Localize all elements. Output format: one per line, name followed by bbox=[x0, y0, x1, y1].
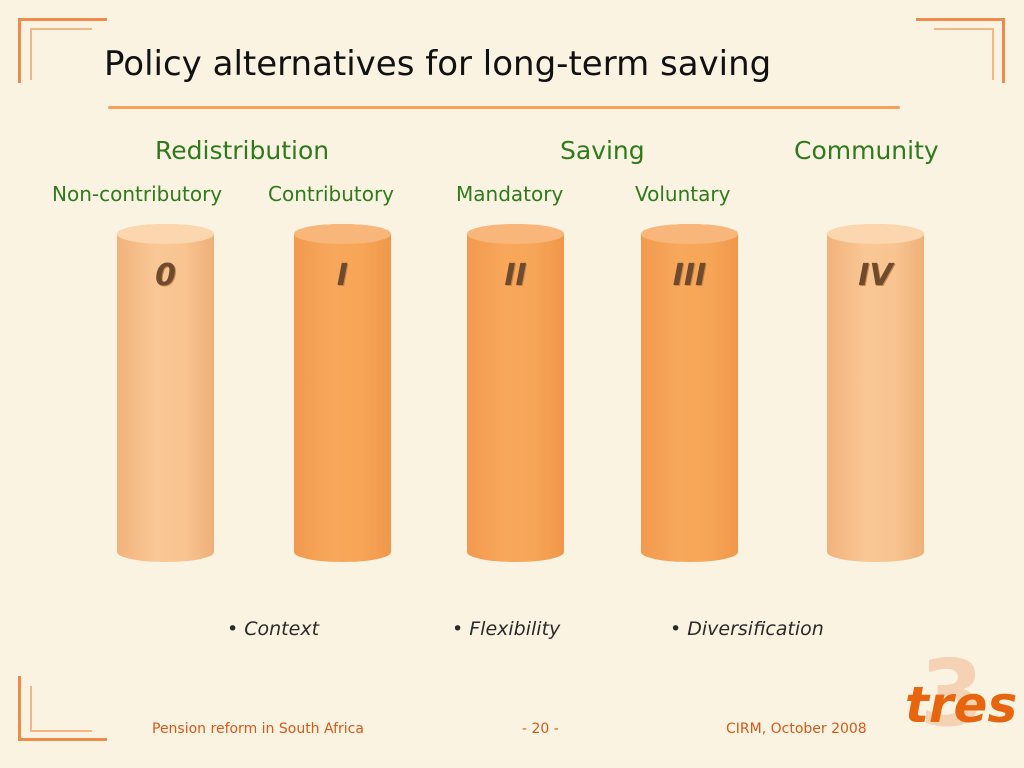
pillar-0: 0 bbox=[117, 224, 214, 562]
pillar-top bbox=[117, 224, 214, 244]
pillar-label: IV bbox=[858, 258, 893, 293]
corner-decoration-bottom-left bbox=[18, 676, 107, 741]
tres-logo: tres bbox=[905, 676, 1018, 734]
pillar-top bbox=[827, 224, 924, 244]
subcategory-mandatory: Mandatory bbox=[456, 182, 564, 206]
pillar-2: II bbox=[467, 224, 564, 562]
subcategory-non-contributory: Non-contributory bbox=[52, 182, 223, 206]
corner-decoration-top-right-inner bbox=[934, 28, 994, 80]
category-community: Community bbox=[794, 136, 939, 165]
subcategory-contributory: Contributory bbox=[268, 182, 395, 206]
pillar-4: IV bbox=[827, 224, 924, 562]
pillar-top bbox=[467, 224, 564, 244]
footer-event-date: CIRM, October 2008 bbox=[726, 721, 867, 737]
category-redistribution: Redistribution bbox=[155, 136, 330, 165]
category-saving: Saving bbox=[560, 136, 645, 165]
bullet-flexibility: • Flexibility bbox=[452, 618, 561, 640]
pillar-label: 0 bbox=[155, 258, 176, 293]
corner-decoration-top-left-inner bbox=[30, 28, 92, 80]
pillar-label: III bbox=[672, 258, 707, 293]
corner-decoration-top-right bbox=[916, 18, 1005, 83]
footer-presentation-title: Pension reform in South Africa bbox=[152, 721, 364, 737]
pillar-1: I bbox=[294, 224, 391, 562]
bullet-context: • Context bbox=[227, 618, 320, 640]
title-underline bbox=[108, 106, 900, 109]
corner-decoration-bottom-left-inner bbox=[30, 686, 92, 732]
pillar-label: II bbox=[504, 258, 527, 293]
corner-decoration-top-left bbox=[18, 18, 107, 83]
pillar-top bbox=[641, 224, 738, 244]
pillar-top bbox=[294, 224, 391, 244]
logo-three-mark: 3 bbox=[920, 640, 985, 747]
slide-title: Policy alternatives for long-term saving bbox=[104, 44, 772, 84]
pillar-3: III bbox=[641, 224, 738, 562]
subcategory-voluntary: Voluntary bbox=[635, 182, 731, 206]
pillar-label: I bbox=[336, 258, 349, 293]
bullet-diversification: • Diversification bbox=[670, 618, 824, 640]
footer-page-number: - 20 - bbox=[522, 721, 559, 737]
